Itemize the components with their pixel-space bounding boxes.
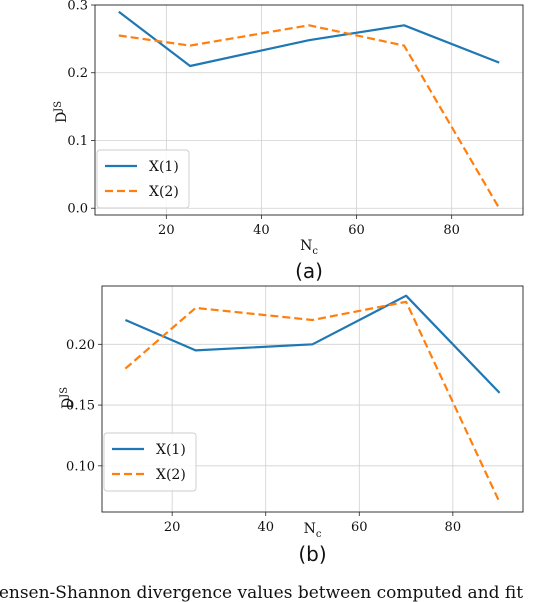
legend-box: [103, 432, 197, 492]
figure-caption: Jensen-Shannon divergence values between…: [0, 583, 523, 602]
x-axis-label-main: N: [304, 521, 316, 537]
x-axis-label: Nc: [300, 238, 318, 257]
x-tick-label: 20: [158, 223, 175, 238]
legend: X(1) X(2): [103, 432, 197, 492]
y-tick-label: 0.10: [66, 459, 95, 474]
y-axis-label-sup: JS: [53, 101, 64, 113]
legend-label-1: X(1): [149, 159, 179, 175]
x-axis-label-sub: c: [316, 529, 322, 540]
y-axis-label-sup: JS: [59, 387, 70, 399]
y-tick-label: 0.2: [67, 66, 88, 81]
x-tick-label: 80: [443, 223, 460, 238]
series-line-2: [124, 300, 501, 503]
y-axis-label: DJS: [59, 387, 76, 409]
x-tick-label: 20: [164, 520, 181, 535]
panel-label: (b): [298, 542, 326, 566]
y-tick-label: 0.15: [66, 399, 95, 414]
series-line-1: [118, 10, 500, 68]
x-axis-label-sub: c: [312, 246, 318, 257]
series-line-1: [124, 294, 501, 394]
chart-panel-a: 20 40 60 80 0.0 0.1 0.2 0.3 X(1) X(2) DJS Nc (a): [53, 0, 524, 283]
legend-label-2: X(2): [156, 467, 186, 483]
y-axis-label-main: D: [60, 398, 76, 409]
x-tick-label: 40: [253, 223, 270, 238]
x-tick-label: 80: [445, 520, 462, 535]
panel-label: (a): [295, 259, 323, 283]
x-tick-label: 60: [348, 223, 365, 238]
legend: X(1) X(2): [96, 149, 190, 209]
y-axis-label-main: D: [54, 112, 70, 123]
x-tick-label: 60: [351, 520, 368, 535]
x-tick-label: 40: [257, 520, 274, 535]
x-axis-label: Nc: [304, 521, 322, 540]
plot-frame: [101, 285, 524, 513]
plot-frame: [94, 4, 524, 216]
chart-panel-b: 20 40 60 80 0.10 0.15 0.20 X(1) X(2) DJS Nc (b): [59, 285, 524, 566]
y-tick-label: 0.0: [67, 202, 88, 217]
series-line-2: [118, 24, 501, 209]
x-axis-label-main: N: [300, 238, 312, 254]
y-axis-label: DJS: [53, 101, 70, 123]
y-tick-label: 0.1: [67, 134, 88, 149]
y-tick-label: 0.20: [66, 338, 95, 353]
legend-label-2: X(2): [149, 184, 179, 200]
y-tick-label: 0.3: [67, 0, 88, 14]
legend-label-1: X(1): [156, 442, 186, 458]
legend-box: [96, 149, 190, 209]
